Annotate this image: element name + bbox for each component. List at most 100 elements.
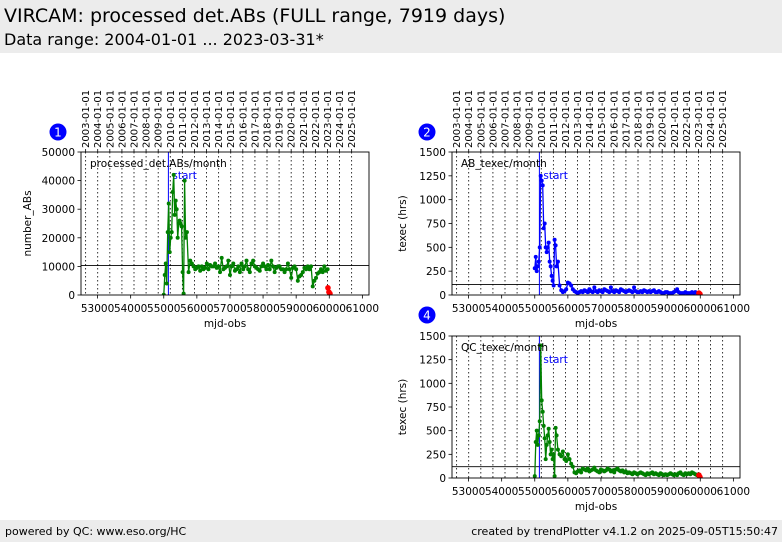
data-point: [536, 259, 541, 264]
data-point: [203, 265, 208, 270]
data-point: [607, 290, 612, 295]
top-date-label: 2004-01-01: [93, 90, 104, 148]
top-date-label: 2012-01-01: [190, 90, 201, 148]
top-date-label: 2006-01-01: [117, 90, 128, 148]
top-date-label: 2017-01-01: [250, 90, 261, 148]
data-point: [325, 267, 330, 272]
top-date-label: 2013-01-01: [202, 90, 213, 148]
plot-frame: [451, 151, 741, 296]
data-point: [181, 291, 186, 295]
x-tick-label: 57000: [584, 486, 617, 498]
data-point: [537, 245, 542, 250]
data-point: [551, 283, 556, 288]
top-date-label: 2015-01-01: [597, 90, 608, 148]
x-tick-label: 58000: [617, 303, 650, 315]
y-tick-label: 250: [426, 449, 446, 461]
y-axis-label: texec (hrs): [397, 379, 409, 436]
plot-number-label: 4: [423, 309, 431, 323]
data-point: [539, 398, 544, 403]
data-point: [161, 292, 166, 295]
data-point: [550, 457, 555, 462]
x-tick-label: 54000: [485, 303, 518, 315]
top-date-label: 2003-01-01: [452, 90, 463, 148]
top-date-label: 2023-01-01: [323, 90, 334, 148]
top-date-label: 2013-01-01: [573, 90, 584, 148]
data-point: [549, 273, 554, 278]
data-point: [565, 452, 570, 457]
x-tick-label: 55000: [518, 303, 551, 315]
plot-number-badge: [49, 123, 67, 141]
data-point: [536, 433, 541, 438]
top-date-label: 2006-01-01: [488, 90, 499, 148]
data-point: [533, 440, 538, 445]
data-point: [551, 452, 556, 457]
data-point: [244, 258, 249, 263]
top-date-label: 2008-01-01: [513, 90, 524, 148]
data-point: [266, 262, 271, 267]
data-point: [541, 226, 546, 231]
data-point: [175, 235, 180, 240]
top-date-label: 2007-01-01: [500, 90, 511, 148]
start-label: start: [172, 170, 196, 182]
data-point: [544, 442, 549, 447]
data-point: [227, 272, 232, 277]
y-axis-label: number_ABs: [22, 190, 34, 256]
top-date-label: 2025-01-01: [718, 90, 729, 148]
data-point: [295, 278, 300, 283]
data-point: [236, 264, 241, 269]
top-date-label: 2016-01-01: [609, 90, 620, 148]
data-point: [555, 447, 560, 452]
top-date-label: 2016-01-01: [238, 90, 249, 148]
top-date-label: 2021-01-01: [299, 90, 310, 148]
x-tick-label: 59000: [650, 303, 683, 315]
x-axis-label: mjd-obs: [204, 318, 246, 330]
data-point: [247, 270, 252, 275]
data-point: [300, 270, 305, 275]
top-date-label: 2005-01-01: [105, 90, 116, 148]
y-tick-label: 1250: [419, 355, 446, 367]
data-point: [554, 433, 559, 438]
start-label: start: [543, 354, 567, 366]
data-point: [564, 287, 569, 292]
data-point: [538, 173, 543, 178]
data-point: [539, 178, 544, 183]
data-point: [169, 230, 174, 235]
top-date-label: 2023-01-01: [694, 90, 705, 148]
top-date-label: 2019-01-01: [275, 90, 286, 148]
x-tick-label: 60000: [684, 303, 717, 315]
data-point: [537, 419, 542, 424]
footer-bar: powered by QC: www.eso.org/HC created by…: [0, 520, 782, 542]
data-point: [550, 278, 555, 283]
y-tick-label: 1250: [419, 171, 446, 183]
x-axis-label: mjd-obs: [575, 501, 617, 513]
top-date-label: 2015-01-01: [226, 90, 237, 148]
x-tick-label: 56000: [180, 303, 213, 315]
data-point: [219, 255, 224, 260]
data-point: [165, 230, 170, 235]
top-date-label: 2011-01-01: [178, 90, 189, 148]
data-point: [322, 264, 327, 269]
data-point: [541, 423, 546, 428]
data-point: [163, 261, 168, 266]
x-tick-label: 57000: [584, 303, 617, 315]
x-tick-label: 61000: [346, 303, 379, 315]
top-date-label: 2007-01-01: [129, 90, 140, 148]
top-date-label: 2014-01-01: [214, 90, 225, 148]
data-point: [532, 474, 537, 478]
data-point: [164, 281, 169, 286]
page-title: VIRCAM: processed det.ABs (FULL range, 7…: [4, 5, 506, 27]
data-point: [567, 457, 572, 462]
top-date-label: 2024-01-01: [706, 90, 717, 148]
start-label: start: [543, 170, 567, 182]
data-point: [168, 235, 173, 240]
y-tick-label: 1500: [419, 331, 446, 343]
top-date-label: 2022-01-01: [311, 90, 322, 148]
data-point: [553, 243, 558, 248]
data-point: [560, 449, 565, 454]
x-tick-label: 57000: [213, 303, 246, 315]
data-point: [320, 270, 325, 275]
data-point: [284, 267, 289, 272]
top-date-label: 2010-01-01: [537, 90, 548, 148]
data-point: [167, 250, 172, 255]
